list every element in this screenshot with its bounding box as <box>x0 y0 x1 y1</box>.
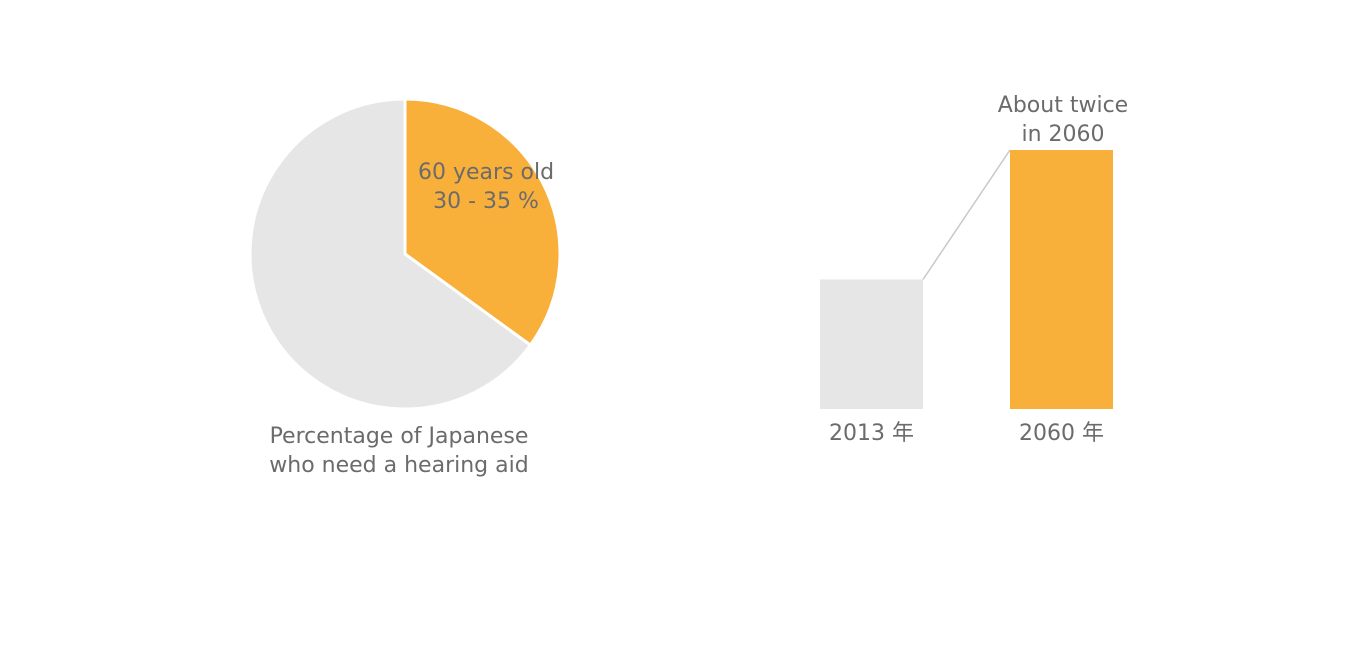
bar <box>1010 150 1113 409</box>
bar-chart: 2013 年 2060 年 <box>820 149 1113 446</box>
bar-category-label: 2060 年 <box>1019 421 1104 446</box>
growth-connector-line <box>922 149 1011 280</box>
bar-annotation: About twice in 2060 <box>998 93 1128 147</box>
bar-annotation-line-2: in 2060 <box>1021 122 1104 147</box>
pie-slice <box>248 97 532 411</box>
pie-caption-line-2: who need a hearing aid <box>269 453 528 478</box>
pie-slice <box>403 97 562 347</box>
bar <box>820 279 923 409</box>
bar-annotation-line-1: About twice <box>998 93 1128 118</box>
pie-chart: 60 years old 30 - 35 % <box>248 97 562 411</box>
bar-category-label: 2013 年 <box>829 421 914 446</box>
pie-chart-caption: Percentage of Japanese who need a hearin… <box>269 424 528 478</box>
pie-slice-label: 30 - 35 % <box>433 189 539 214</box>
pie-caption-line-1: Percentage of Japanese <box>270 424 529 449</box>
pie-slice-label: 60 years old <box>418 160 554 185</box>
